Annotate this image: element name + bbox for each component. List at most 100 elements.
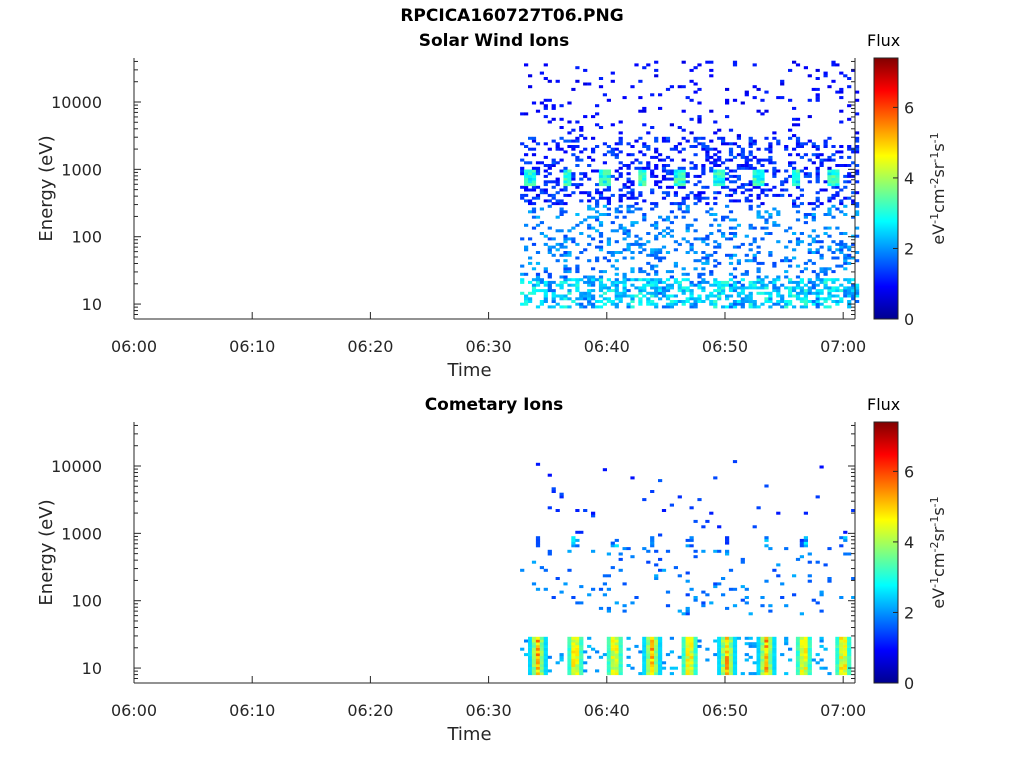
spectrogram-cell <box>697 498 702 502</box>
spectrogram-cell <box>571 653 576 657</box>
spectrogram-cell <box>575 183 580 187</box>
spectrogram-cell <box>843 636 848 640</box>
spectrogram-cell <box>658 289 663 293</box>
spectrogram-cell <box>543 174 548 178</box>
spectrogram-cell <box>827 305 832 309</box>
spectrogram-cell <box>571 300 576 303</box>
spectrogram-cell <box>807 653 812 657</box>
spectrogram-cell <box>693 636 698 640</box>
spectrogram-cell <box>595 204 600 208</box>
spectrogram-cell <box>768 644 773 648</box>
spectrogram-cell <box>669 294 674 298</box>
spectrogram-cell <box>626 234 631 238</box>
spectrogram-cell <box>728 226 734 230</box>
spectrogram-cell <box>717 664 722 667</box>
spectrogram-cell <box>630 267 635 271</box>
spectrogram-cell <box>815 601 820 605</box>
spectrogram-cell <box>693 237 698 241</box>
spectrogram-cell <box>598 232 604 235</box>
spectrogram-cell <box>642 661 647 665</box>
spectrogram-cell <box>713 653 718 657</box>
spectrogram-cell <box>693 259 698 263</box>
spectrogram-cell <box>839 232 844 235</box>
spectrogram-cell <box>630 193 635 197</box>
spectrogram-cell <box>520 185 525 189</box>
spectrogram-cell <box>642 639 647 643</box>
spectrogram-cell <box>721 666 726 670</box>
spectrogram-cell <box>701 590 706 594</box>
spectrogram-cell <box>815 174 820 178</box>
spectrogram-cell <box>658 256 663 260</box>
spectrogram-cell <box>685 193 690 197</box>
spectrogram-cell <box>555 577 560 580</box>
spectrogram-cell <box>705 234 710 238</box>
spectrogram-cell <box>713 639 718 643</box>
spectrogram-cell <box>567 305 572 309</box>
spectrogram-cell <box>563 180 568 184</box>
spectrogram-cell <box>740 560 745 564</box>
spectrogram-cell <box>579 126 584 129</box>
spectrogram-cell <box>571 128 576 132</box>
spectrogram-cell <box>803 672 808 676</box>
spectrogram-cell <box>839 639 844 643</box>
spectrogram-cell <box>835 63 840 67</box>
spectrogram-cell <box>835 672 840 676</box>
spectrogram-cell <box>713 131 718 135</box>
spectrogram-cell <box>669 270 674 274</box>
spectrogram-cell <box>598 275 604 279</box>
spectrogram-cell <box>736 223 741 227</box>
spectrogram-cell <box>855 139 860 143</box>
spectrogram-cell <box>815 199 820 203</box>
spectrogram-cell <box>528 180 533 184</box>
spectrogram-cell <box>602 172 607 176</box>
spectrogram-cell <box>587 164 592 167</box>
spectrogram-cell <box>855 191 860 195</box>
spectrogram-cell <box>807 202 812 206</box>
spectrogram-cell <box>748 294 753 298</box>
spectrogram-cell <box>803 66 808 70</box>
spectrogram-cell <box>630 270 635 274</box>
spectrogram-cell <box>677 180 682 184</box>
spectrogram-cell <box>575 530 580 534</box>
spectrogram-cell <box>587 215 592 219</box>
spectrogram-cell <box>744 270 749 274</box>
spectrogram-cell <box>823 267 828 271</box>
spectrogram-cell <box>728 193 734 197</box>
spectrogram-cell <box>760 183 765 187</box>
spectrogram-cell <box>799 289 804 293</box>
x-tick-label: 06:10 <box>229 701 275 720</box>
spectrogram-cell <box>807 180 812 184</box>
spectrogram-cell <box>701 166 706 170</box>
spectrogram-cell <box>807 139 812 143</box>
spectrogram-cell <box>673 180 678 184</box>
spectrogram-cell <box>646 232 651 235</box>
spectrogram-cell <box>803 283 808 287</box>
spectrogram-cell <box>780 96 785 100</box>
spectrogram-cell <box>847 85 852 89</box>
spectrogram-cell <box>614 664 619 667</box>
spectrogram-cell <box>539 566 544 570</box>
spectrogram-cell <box>780 82 785 86</box>
spectrogram-cell <box>598 248 604 252</box>
spectrogram-cell <box>677 204 682 208</box>
spectrogram-cell <box>654 672 659 676</box>
spectrogram-cell <box>579 177 584 181</box>
spectrogram-cell <box>799 655 804 659</box>
spectrogram-cell <box>799 145 804 148</box>
spectrogram-cell <box>658 248 663 252</box>
spectrogram-cell <box>768 661 773 665</box>
spectrogram-cell <box>721 291 726 295</box>
spectrogram-cell <box>784 147 789 151</box>
spectrogram-cell <box>535 215 541 219</box>
spectrogram-cell <box>807 74 812 78</box>
spectrogram-cell <box>642 180 647 184</box>
spectrogram-cell <box>760 169 765 173</box>
spectrogram-cell <box>725 538 730 542</box>
spectrogram-cell <box>654 164 659 167</box>
spectrogram-cell <box>713 218 718 222</box>
spectrogram-cell <box>575 289 580 293</box>
spectrogram-cell <box>721 218 726 222</box>
spectrogram-cell <box>839 240 844 244</box>
spectrogram-cell <box>528 147 533 151</box>
spectrogram-cell <box>681 196 686 200</box>
